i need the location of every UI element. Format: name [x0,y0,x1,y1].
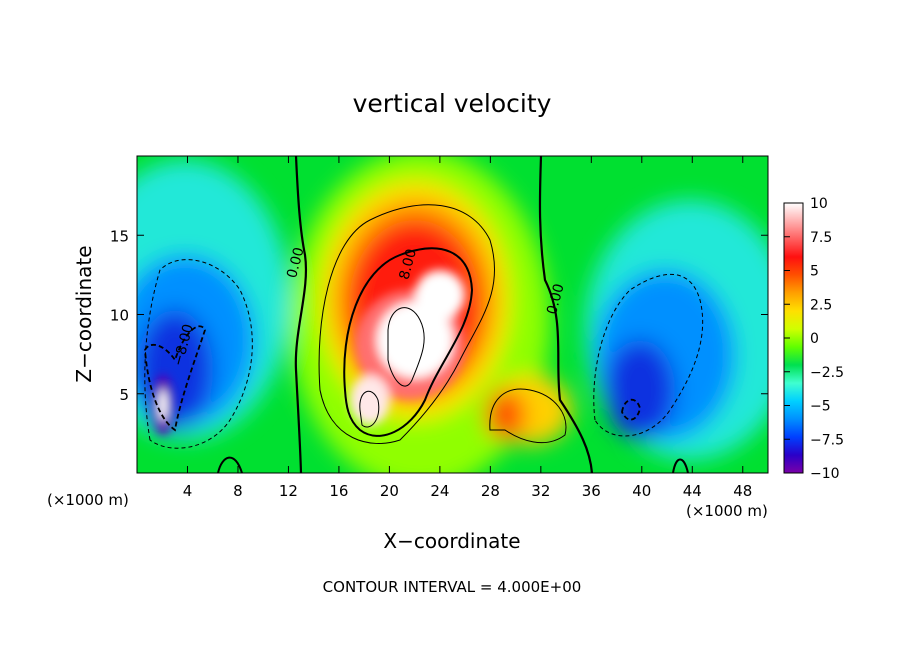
contour-bottom-bump-2 [672,458,689,473]
contour-neg-left-inner [144,325,206,432]
colorbar: 10 7.5 5 2.5 0 −2.5 −5 −7.5 −10 [783,196,844,482]
x-tick-label: 24 [430,482,449,500]
contour-zero-left [294,156,307,473]
x-tick-label: 40 [632,482,651,500]
colorbar-tick-label: 2.5 [810,297,832,313]
colorbar-tick-label: −7.5 [810,432,844,448]
contour-zero-right [538,156,594,473]
x-tick-label: 32 [531,482,550,500]
contour-label: 0.00 [284,246,308,280]
y-axis: 5 10 15 [110,227,768,404]
x-tick-label: 8 [233,482,243,500]
x-axis-label: X−coordinate [383,529,520,553]
colorbar-tick-label: −10 [810,466,840,482]
field-down-white [158,389,168,421]
contour-eight [343,247,474,437]
chart-title: vertical velocity [353,89,552,118]
colorbar-ticks: 10 7.5 5 2.5 0 −2.5 −5 −7.5 −10 [784,196,844,482]
colorbar-tick-label: −2.5 [810,365,844,381]
contour-bottom-bump-1 [217,456,243,473]
x-tick-label: 48 [733,482,752,500]
x-unit-left: (×1000 m) [47,491,129,509]
contour-four [318,204,495,444]
contour-neg-right-inner [621,398,641,421]
contour-twelve-b [359,390,380,428]
field-blob-left-deep [137,310,213,430]
x-tick-label: 4 [183,482,193,500]
contour-label: 8.00 [396,247,420,281]
contour-small-updraft [489,388,567,444]
field-core-white-top [415,270,465,320]
y-axis-label: Z−coordinate [72,245,96,382]
x-axis: 4 8 12 16 20 24 28 32 36 40 44 48 [183,156,752,500]
field-core-white [377,302,453,378]
y-tick-label: 15 [110,227,129,245]
colorbar-tick-label: −5 [810,399,831,415]
field-core-white-lobe [350,375,390,425]
plot-area: 0.000.008.00−8.00 [137,156,768,473]
y-tick-label: 10 [110,307,129,325]
y-tick-label: 5 [119,386,129,404]
colorbar-tick-label: 0 [810,331,819,347]
x-tick-label: 16 [329,482,348,500]
field-blob-right-deep [605,340,675,440]
x-tick-label: 44 [683,482,702,500]
x-tick-label: 12 [279,482,298,500]
x-tick-label: 20 [380,482,399,500]
contour-label: 0.00 [544,282,568,316]
colorbar-tick-label: 7.5 [810,230,832,246]
x-tick-label: 36 [582,482,601,500]
contour-interval-footer: CONTOUR INTERVAL = 4.000E+00 [323,578,582,596]
colorbar-tick-label: 5 [810,264,819,280]
contour-twelve [387,307,425,387]
contour-neg-left-outer [144,259,253,449]
colorbar-tick-label: 10 [810,196,828,212]
x-unit-right: (×1000 m) [686,502,768,520]
contour-neg-right-outer [593,273,704,437]
x-tick-label: 28 [481,482,500,500]
